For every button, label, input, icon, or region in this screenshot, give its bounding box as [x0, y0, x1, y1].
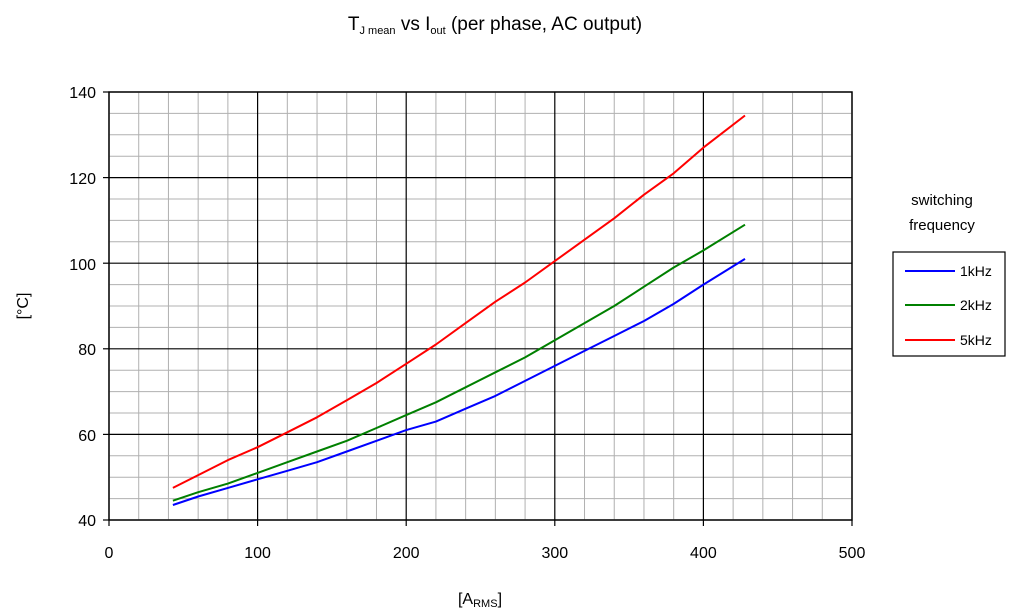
y-axis: 40 60 80 100 120 140 [69, 85, 96, 530]
series-line-5khz [172, 114, 746, 489]
chart-title-mid: vs I [396, 14, 431, 35]
chart-title-main: T [348, 14, 360, 35]
x-tick-label: 300 [541, 545, 568, 562]
chart-title-main-sub: J mean [359, 25, 395, 37]
chart-title-mid-sub: out [430, 25, 445, 37]
legend-title-line-1: switching [911, 192, 973, 209]
series-line-2khz [172, 223, 746, 502]
chart-title: TJ mean vs Iout (per phase, AC output) [348, 14, 642, 37]
chart-title-tail: (per phase, AC output) [446, 14, 642, 35]
x-tick-label: 0 [105, 545, 114, 562]
y-tick-label: 60 [78, 428, 96, 445]
plot-frame [108, 91, 853, 521]
x-axis: 0 100 200 300 400 500 [105, 545, 866, 562]
y-tick-label: 80 [78, 342, 96, 359]
legend-label: 1kHz [960, 263, 992, 279]
legend-label: 2kHz [960, 297, 992, 313]
major-grid [103, 91, 853, 526]
x-axis-label-sub: RMS [473, 598, 497, 610]
y-tick-label: 40 [78, 513, 96, 530]
legend-item: 5kHz [905, 332, 992, 348]
legend-item: 2kHz [905, 297, 992, 313]
y-tick-label: 140 [69, 85, 96, 102]
x-axis-label: [ARMS] [458, 591, 502, 610]
y-tick-label: 120 [69, 171, 96, 188]
x-tick-label: 400 [690, 545, 717, 562]
y-tick-label: 100 [69, 257, 96, 274]
series-line-1khz [172, 258, 746, 506]
x-tick-label: 200 [393, 545, 420, 562]
legend-item: 1kHz [905, 263, 992, 279]
series-layer [172, 114, 746, 506]
x-axis-label-main: [A [458, 591, 473, 608]
legend-label: 5kHz [960, 332, 992, 348]
x-tick-label: 100 [244, 545, 271, 562]
x-axis-label-tail: ] [498, 591, 502, 608]
legend-title-line-2: frequency [909, 217, 975, 234]
y-axis-label: [°C] [15, 293, 32, 320]
minor-grid [109, 92, 852, 520]
x-tick-label: 500 [839, 545, 866, 562]
